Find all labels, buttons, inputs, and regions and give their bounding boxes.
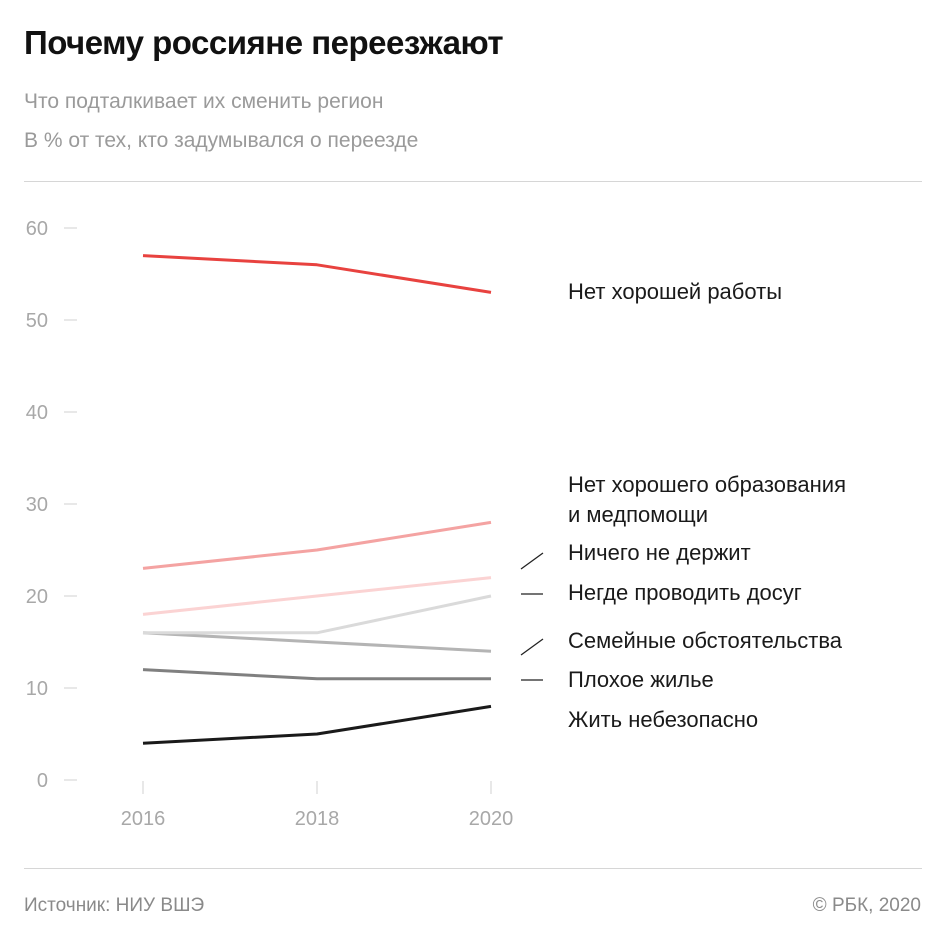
series-label: Нет хорошего образования	[568, 472, 846, 497]
series-label: Нет хорошей работы	[568, 279, 782, 304]
leader-nothing-holds	[520, 552, 544, 570]
y-tick-label: 0	[37, 770, 48, 792]
chart-title: Почему россияне переезжают	[24, 24, 504, 61]
y-tick-label: 20	[26, 586, 48, 608]
bottom-divider	[24, 868, 922, 869]
y-tick-label: 50	[26, 310, 48, 332]
series-line	[142, 704, 492, 745]
series-line	[142, 520, 492, 570]
unit-note: В % от тех, кто задумывался о переезде	[24, 129, 419, 152]
leader-lines	[520, 552, 544, 681]
source-note: Источник: НИУ ВШЭ	[24, 895, 205, 916]
series-label: Плохое жилье	[568, 667, 714, 692]
series-line	[142, 576, 492, 616]
series-label: Жить небезопасно	[568, 707, 758, 732]
top-divider	[24, 181, 922, 182]
x-tick-label: 2018	[295, 808, 340, 830]
series-label: Семейные обстоятельства	[568, 628, 843, 653]
series-line	[142, 631, 492, 653]
series-line	[142, 668, 491, 681]
series-label: Ничего не держит	[568, 540, 751, 565]
y-tick-label: 30	[26, 494, 48, 516]
x-tick-label: 2016	[121, 808, 166, 830]
series-label: Негде проводить досуг	[568, 580, 802, 605]
copyright: © РБК, 2020	[812, 895, 921, 916]
y-tick-label: 10	[26, 678, 48, 700]
x-tick-label: 2020	[469, 808, 514, 830]
chart-subtitle: Что подталкивает их сменить регион	[24, 90, 384, 113]
series-line	[142, 254, 492, 294]
y-tick-label: 40	[26, 402, 48, 424]
series-line	[143, 594, 492, 635]
series-label: и медпомощи	[568, 502, 708, 527]
leader-family	[520, 638, 544, 656]
y-tick-label: 60	[26, 218, 48, 240]
